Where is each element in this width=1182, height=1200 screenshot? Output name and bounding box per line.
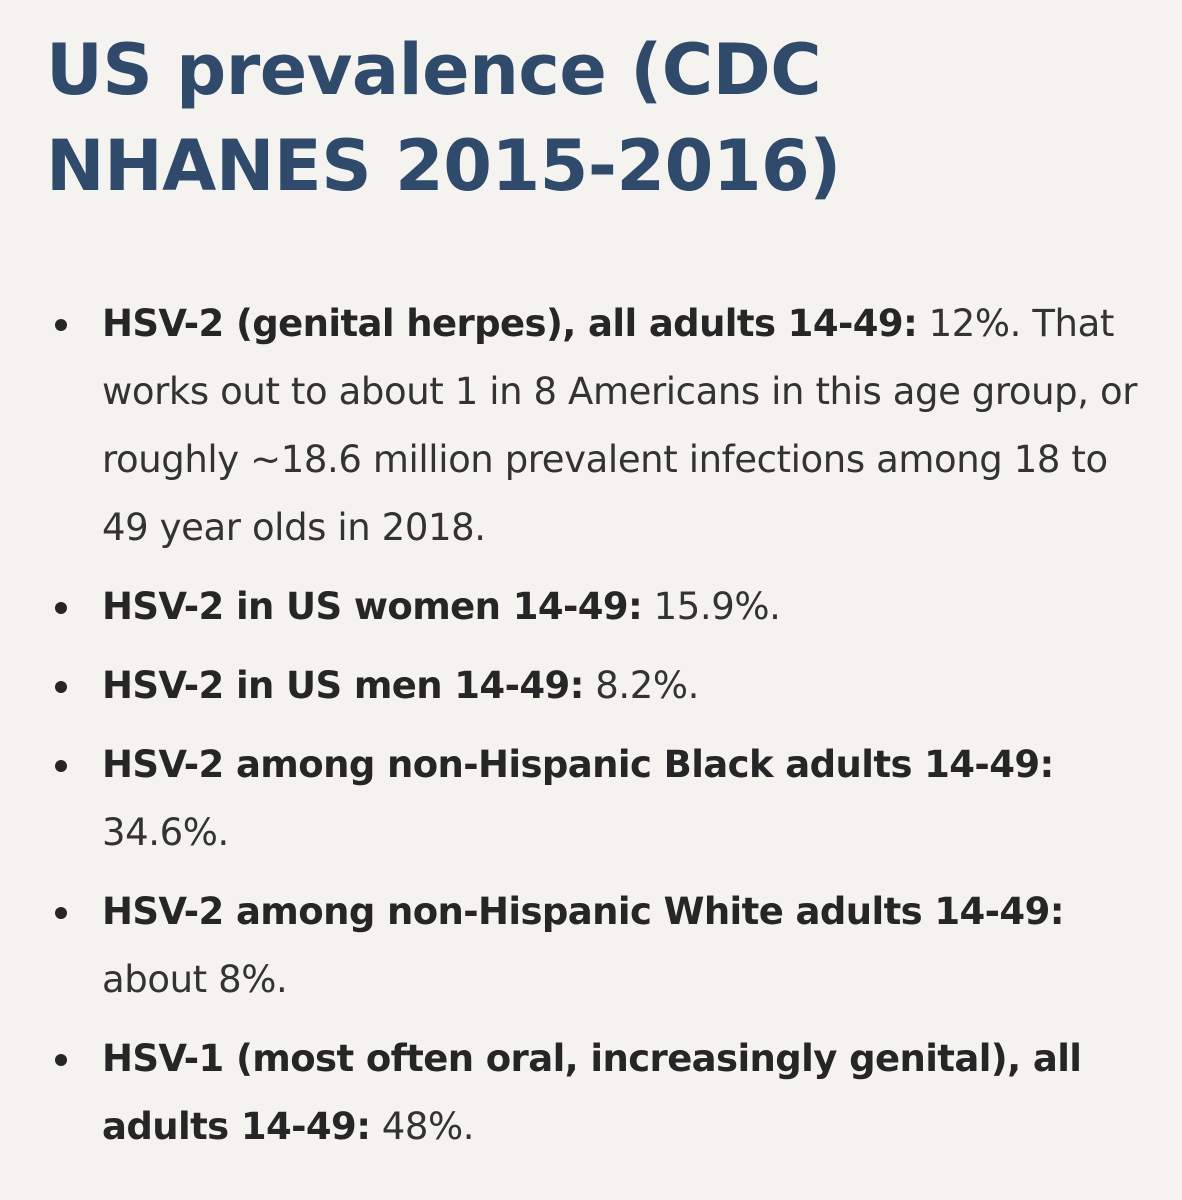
list-item: HSV-2 in US men 14-49: 8.2%.: [46, 652, 1156, 720]
bullet-icon: [55, 681, 67, 693]
stat-value: 12%. That works out to about 1 in 8 Amer…: [102, 302, 1138, 549]
stat-value: 48%.: [370, 1105, 475, 1148]
section-heading: US prevalence (CDC NHANES 2015-2016): [46, 29, 841, 207]
list-item: HSV-2 (genital herpes), all adults 14-49…: [46, 290, 1156, 562]
stat-label: HSV-2 (genital herpes), all adults 14-49…: [102, 302, 918, 345]
bullet-icon: [55, 602, 67, 614]
stat-value: 8.2%.: [583, 664, 699, 707]
bullet-icon: [55, 760, 67, 772]
stat-value: 34.6%.: [102, 811, 229, 854]
stat-label: HSV-2 in US women 14-49:: [102, 585, 643, 628]
list-item: HSV-2 among non-Hispanic White adults 14…: [46, 878, 1156, 1014]
stat-label: HSV-1 (most often oral, increasingly gen…: [102, 1037, 1082, 1148]
stat-label: HSV-2 among non-Hispanic Black adults 14…: [102, 743, 1054, 786]
bullet-icon: [55, 907, 67, 919]
list-item: HSV-2 among non-Hispanic Black adults 14…: [46, 731, 1156, 867]
list-item: HSV-2 in US women 14-49: 15.9%.: [46, 573, 1156, 641]
stat-label: HSV-2 in US men 14-49:: [102, 664, 584, 707]
bullet-icon: [55, 319, 67, 331]
stat-value: 15.9%.: [642, 585, 781, 628]
article-section: US prevalence (CDC NHANES 2015-2016) HSV…: [46, 22, 1156, 1148]
prevalence-list: HSV-2 (genital herpes), all adults 14-49…: [46, 290, 1156, 1172]
stat-value: about 8%.: [102, 958, 288, 1001]
list-item: HSV-1 (most often oral, increasingly gen…: [46, 1025, 1156, 1161]
stat-label: HSV-2 among non-Hispanic White adults 14…: [102, 890, 1065, 933]
bullet-icon: [55, 1054, 67, 1066]
